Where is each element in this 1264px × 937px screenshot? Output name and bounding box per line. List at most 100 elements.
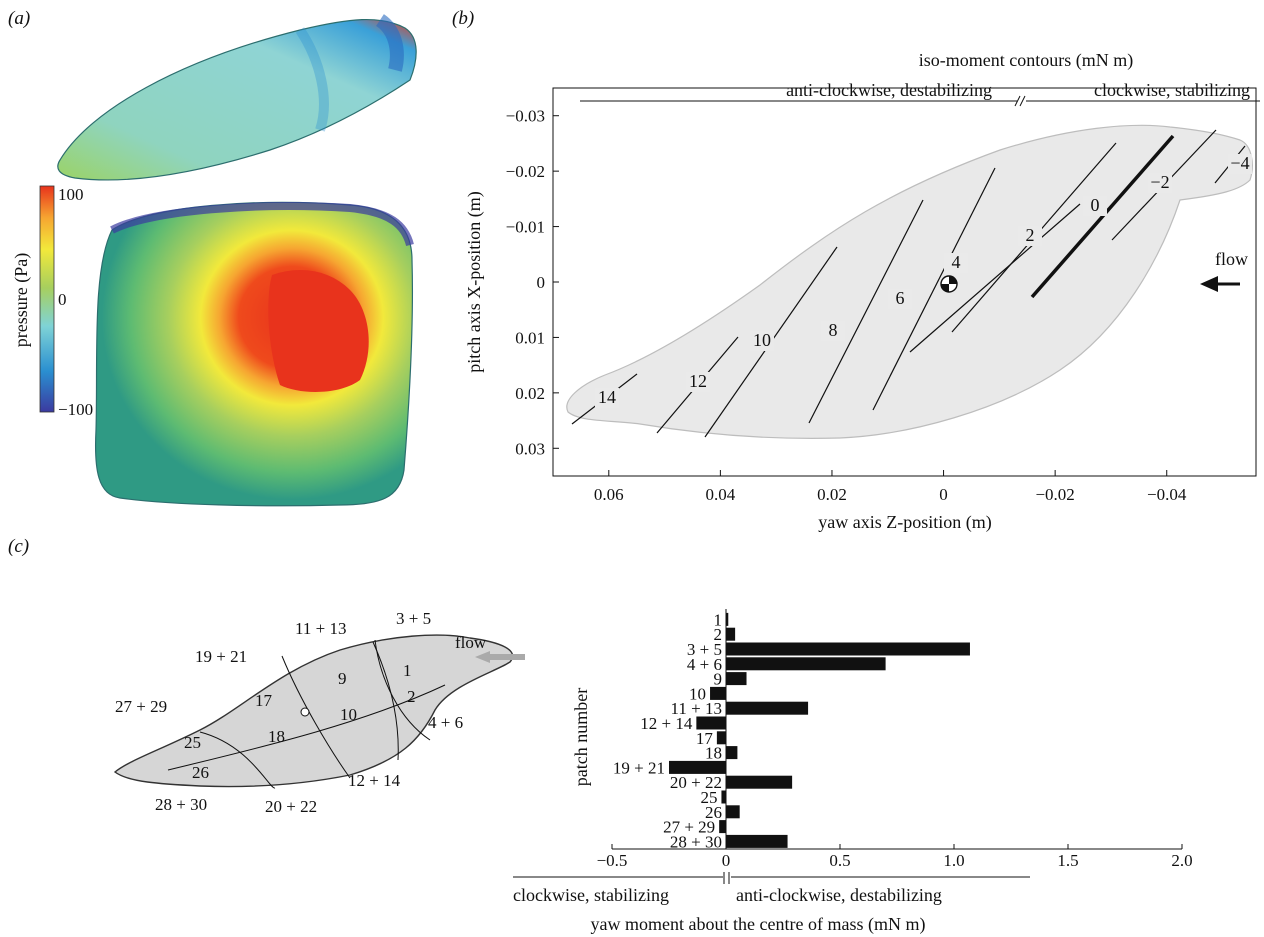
bar (726, 612, 729, 626)
x-tick-label-c: 0.5 (829, 851, 850, 870)
colorbar-tick-zero: 0 (58, 290, 67, 309)
colorbar-tick-min: −100 (58, 400, 93, 419)
patch-label-17: 17 (255, 691, 273, 710)
bar (726, 672, 747, 686)
bars (669, 609, 970, 849)
contour-label: 12 (689, 371, 707, 391)
x-tick-label-c: 1.0 (943, 851, 964, 870)
category-label: 28 + 30 (670, 832, 722, 851)
patch-label-12-14: 12 + 14 (348, 771, 401, 790)
bar (726, 657, 886, 671)
body-silhouette (566, 124, 1253, 439)
bar (726, 775, 793, 789)
category-label: 10 (689, 684, 706, 703)
legend-right-c: anti-clockwise, destabilizing (736, 885, 942, 905)
bar (719, 820, 726, 834)
contour-lines: 14 12 10 8 6 4 2 0 −2 −4 (571, 129, 1252, 438)
y-axis-title: pitch axis X-position (m) (464, 191, 485, 372)
x-tick-label-c: −0.5 (597, 851, 628, 870)
contour-label-bg (750, 331, 774, 351)
patch-label-1: 1 (403, 661, 412, 680)
bar (716, 731, 726, 745)
contour-label-bg (1018, 226, 1042, 246)
panel-label-b: (b) (452, 8, 475, 29)
flow-arrow-icon (1200, 276, 1240, 292)
category-label: 27 + 29 (663, 818, 715, 837)
patch-body (113, 634, 514, 788)
patch-label-19-21: 19 + 21 (195, 647, 247, 666)
category-label: 9 (714, 670, 723, 689)
y-tick-label: −0.01 (506, 218, 545, 237)
patch-label-2: 2 (407, 687, 416, 706)
x-tick-label: 0 (939, 485, 948, 504)
contour-label-bg (821, 321, 845, 341)
bar (726, 805, 740, 819)
bar (726, 834, 788, 848)
x-tick-label: −0.02 (1035, 485, 1074, 504)
x-tick-label-c: 1.5 (1057, 851, 1078, 870)
bar (696, 716, 726, 730)
colorbar-title: pressure (Pa) (11, 253, 32, 347)
x-tick-label: 0.06 (594, 485, 624, 504)
legend-left: anti-clockwise, destabilizing (786, 80, 992, 100)
category-label: 19 + 21 (613, 758, 665, 777)
patch-centre-of-mass-icon (300, 707, 310, 717)
patch-label-4-6: 4 + 6 (428, 713, 463, 732)
contour-line (808, 199, 924, 424)
category-label: 25 (700, 788, 717, 807)
flow-label: flow (1215, 249, 1248, 269)
category-label: 17 (696, 729, 714, 748)
patch-flow-arrow-icon (475, 651, 525, 663)
category-label: 2 (714, 625, 723, 644)
contour-label: 2 (1026, 225, 1035, 245)
patch-label-25: 25 (184, 733, 201, 752)
contour-line (1030, 134, 1175, 299)
contour-label-bg (944, 253, 968, 273)
x-tick-label-c: 0 (722, 851, 731, 870)
y-tick-label: −0.02 (506, 162, 545, 181)
contour-label-bg (1083, 196, 1107, 216)
x-axis-title: yaw axis Z-position (m) (818, 512, 991, 533)
panel-label-a: (a) (8, 8, 31, 29)
contour-label-bg (595, 388, 619, 408)
y-tick-label: 0.01 (515, 328, 545, 347)
y-tick-label: 0.03 (515, 439, 545, 458)
contour-label: 6 (896, 288, 905, 308)
patch-label-18: 18 (268, 727, 285, 746)
y-tick-label: −0.03 (506, 107, 545, 126)
panel-a-figure: 100 0 −100 pressure (Pa) (11, 14, 417, 507)
x-tick-label-c: 2.0 (1171, 851, 1192, 870)
x-tick-label: 0.04 (706, 485, 736, 504)
bar (726, 701, 809, 715)
category-label: 3 + 5 (687, 640, 722, 659)
category-label: 11 + 13 (671, 699, 722, 718)
patch-label-9: 9 (338, 669, 347, 688)
contour-label-bg (686, 372, 710, 392)
panel-c-patch-diagram: flow 3 + 5 11 + 13 19 + 21 27 + 29 1 2 9… (113, 609, 525, 816)
patch-label-10: 10 (340, 705, 357, 724)
top-body-pressure-map (57, 18, 417, 181)
patch-label-26: 26 (192, 763, 209, 782)
category-label: 20 + 22 (670, 773, 722, 792)
y-tick-label: 0.02 (515, 384, 545, 403)
x-tick-label: 0.02 (817, 485, 847, 504)
category-label: 4 + 6 (687, 655, 722, 674)
contour-label: 14 (598, 387, 616, 407)
panel-b-chart: iso-moment contours (mN m) anti-clockwis… (464, 50, 1260, 533)
contour-title: iso-moment contours (mN m) (919, 50, 1133, 71)
patch-label-20-22: 20 + 22 (265, 797, 317, 816)
patch-label-11-13: 11 + 13 (295, 619, 346, 638)
contour-label: 4 (952, 252, 961, 272)
y-axis-title-c: patch number (571, 688, 591, 786)
contour-label: 8 (829, 320, 838, 340)
legend-left-c: clockwise, stabilizing (513, 885, 669, 905)
patch-label-28-30: 28 + 30 (155, 795, 207, 814)
contour-label-bg (1228, 154, 1252, 174)
bar (721, 790, 726, 804)
category-label: 12 + 14 (640, 714, 693, 733)
patch-flow-label: flow (455, 633, 487, 652)
panel-b-ticks: 0.06 0.04 0.02 0 −0.02 −0.04 −0.03 −0.02 −0.01 0 0… (506, 107, 1187, 504)
legend-right: clockwise, stabilizing (1094, 80, 1250, 100)
